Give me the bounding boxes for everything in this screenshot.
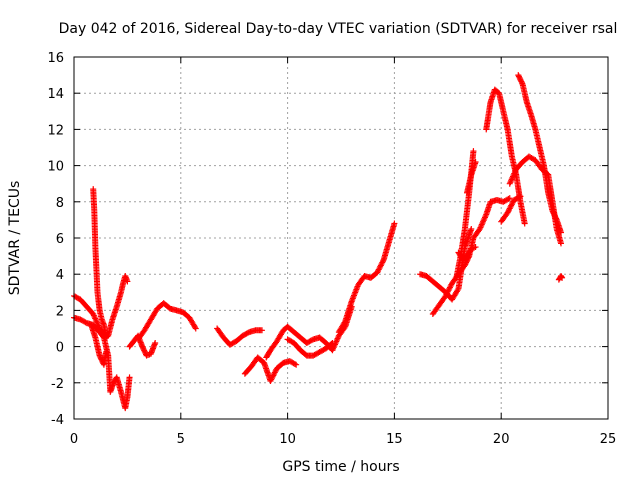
data-points: [71, 72, 566, 412]
data-point: [124, 278, 131, 285]
x-tick-label: 25: [600, 432, 617, 447]
data-point: [472, 158, 479, 165]
y-axis-label: SDTVAR / TECUs: [7, 181, 23, 296]
data-point: [518, 79, 525, 86]
data-point: [391, 220, 398, 227]
data-point: [506, 195, 513, 202]
data-point: [472, 244, 479, 251]
data-point: [516, 194, 523, 201]
y-tick-label: 16: [47, 51, 64, 66]
y-tick-label: 10: [47, 160, 64, 175]
x-tick-label: 15: [386, 432, 403, 447]
y-tick-label: 4: [56, 268, 64, 283]
x-tick-label: 0: [70, 432, 78, 447]
x-axis-label: GPS time / hours: [282, 459, 399, 475]
data-point: [192, 325, 199, 332]
y-tick-label: -4: [51, 413, 64, 428]
y-tick-label: 14: [47, 87, 64, 102]
ticks: 0 5 10 15 20 25 -4 -2 0 2 4 6 8 10 12 14 16: [47, 51, 616, 447]
data-point: [517, 193, 524, 200]
data-point: [559, 274, 566, 281]
data-point: [454, 287, 461, 294]
y-tick-label: 2: [56, 304, 64, 319]
data-point: [152, 339, 159, 346]
data-point: [521, 220, 528, 227]
y-tick-label: 12: [47, 123, 64, 138]
y-tick-label: -2: [51, 377, 64, 392]
data-point: [505, 195, 512, 202]
data-point: [258, 327, 265, 334]
data-point: [291, 360, 298, 367]
x-tick-label: 5: [177, 432, 185, 447]
y-tick-label: 8: [56, 196, 64, 211]
x-tick-label: 10: [279, 432, 296, 447]
data-point: [191, 324, 198, 331]
data-point: [328, 340, 335, 347]
data-point: [470, 148, 477, 155]
data-point: [126, 374, 133, 381]
data-point: [468, 225, 475, 232]
data-point: [341, 319, 348, 326]
y-tick-label: 6: [56, 232, 64, 247]
x-tick-label: 20: [493, 432, 510, 447]
data-point: [103, 349, 110, 356]
y-tick-label: 0: [56, 341, 64, 356]
data-point: [293, 361, 300, 368]
data-point: [329, 339, 336, 346]
data-point: [558, 240, 565, 247]
chart-title: Day 042 of 2016, Sidereal Day-to-day VTE…: [59, 21, 618, 37]
